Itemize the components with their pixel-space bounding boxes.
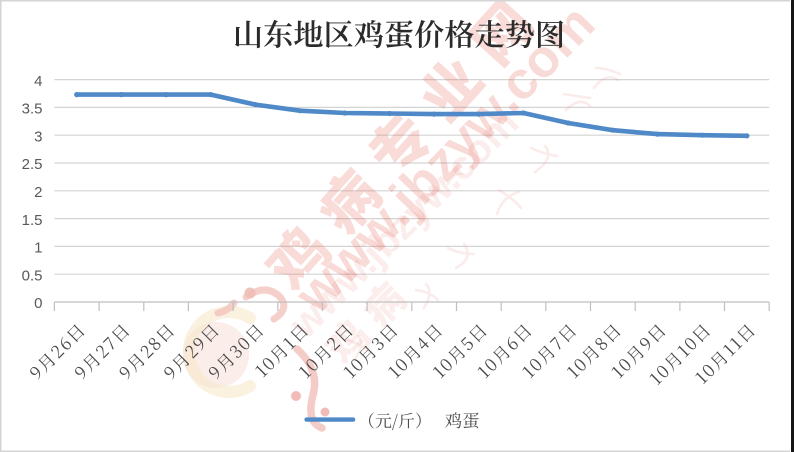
svg-text:3.5: 3.5 (22, 101, 43, 118)
svg-text:1: 1 (34, 240, 42, 257)
svg-text:0: 0 (34, 295, 42, 312)
svg-text:2: 2 (34, 184, 42, 201)
svg-text:3: 3 (34, 128, 42, 145)
svg-text:2.5: 2.5 (22, 156, 43, 173)
svg-text:1.5: 1.5 (22, 212, 43, 229)
svg-text:4: 4 (34, 73, 42, 90)
svg-text:0.5: 0.5 (22, 267, 43, 284)
